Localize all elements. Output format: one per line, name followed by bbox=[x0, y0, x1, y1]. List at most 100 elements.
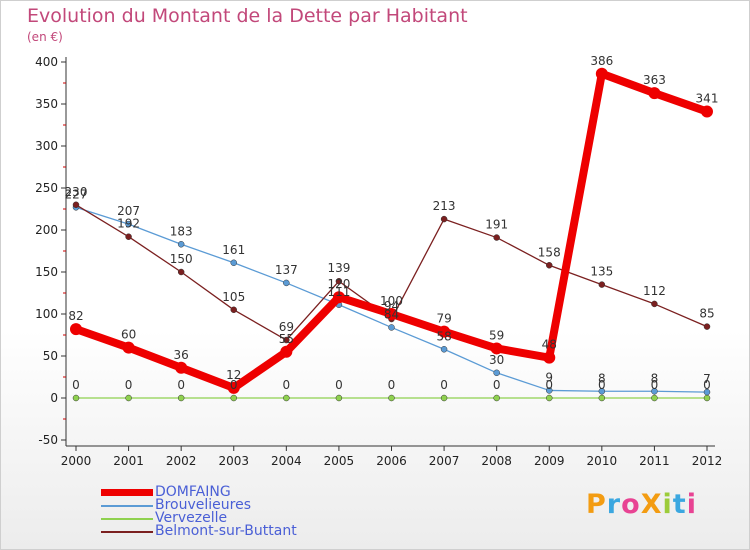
data-label: 55 bbox=[279, 332, 294, 346]
x-tick-label: 2010 bbox=[587, 454, 618, 468]
data-point bbox=[543, 351, 556, 364]
data-label: 0 bbox=[177, 378, 185, 392]
proxiti-logo: ProXiti bbox=[586, 489, 697, 520]
data-label: 0 bbox=[230, 378, 238, 392]
data-label: 0 bbox=[440, 378, 448, 392]
data-point bbox=[651, 394, 658, 402]
x-tick-label: 2011 bbox=[639, 454, 670, 468]
data-label: 82 bbox=[68, 309, 83, 323]
data-label: 0 bbox=[388, 378, 396, 392]
data-point bbox=[125, 394, 132, 402]
data-label: 139 bbox=[327, 261, 350, 275]
legend-swatch bbox=[101, 531, 153, 533]
x-tick-label: 2001 bbox=[113, 454, 144, 468]
data-point bbox=[332, 291, 345, 304]
data-label: 9 bbox=[545, 370, 553, 384]
x-tick-label: 2007 bbox=[429, 454, 460, 468]
data-point bbox=[72, 201, 80, 209]
data-point bbox=[227, 381, 240, 394]
data-point bbox=[70, 323, 82, 336]
x-tick-label: 2006 bbox=[376, 454, 407, 468]
data-point bbox=[125, 220, 132, 228]
logo-letter: r bbox=[606, 489, 622, 520]
data-label: 0 bbox=[493, 378, 501, 392]
data-point bbox=[388, 394, 395, 402]
data-label: 112 bbox=[643, 284, 666, 298]
data-point bbox=[546, 387, 553, 394]
data-label: 111 bbox=[327, 285, 350, 299]
data-point bbox=[598, 388, 606, 395]
data-point bbox=[493, 369, 500, 377]
data-label: 150 bbox=[170, 252, 193, 266]
data-label: 192 bbox=[117, 217, 140, 231]
data-point bbox=[598, 394, 606, 402]
x-tick-label: 2004 bbox=[271, 454, 302, 468]
chart-unit: (en €) bbox=[27, 30, 63, 44]
data-point bbox=[122, 341, 135, 354]
data-label: 84 bbox=[384, 307, 399, 321]
data-point bbox=[440, 215, 448, 223]
data-label: 135 bbox=[590, 265, 613, 279]
x-tick-label: 2005 bbox=[324, 454, 355, 468]
data-label: 85 bbox=[699, 307, 714, 321]
data-label: 191 bbox=[485, 218, 508, 232]
chart-title: Evolution du Montant de la Dette par Hab… bbox=[27, 5, 468, 27]
data-point bbox=[440, 346, 448, 353]
data-label: 230 bbox=[65, 185, 88, 199]
data-label: 213 bbox=[433, 199, 456, 213]
legend-label: Vervezelle bbox=[155, 510, 228, 526]
y-tick-label: 0 bbox=[50, 391, 58, 405]
data-point bbox=[175, 361, 188, 374]
data-point bbox=[490, 342, 503, 355]
data-label: 183 bbox=[170, 224, 193, 238]
data-point bbox=[125, 233, 132, 240]
data-point bbox=[651, 388, 658, 395]
data-point bbox=[335, 394, 343, 402]
data-point bbox=[230, 259, 237, 267]
y-tick-label: 300 bbox=[35, 139, 58, 153]
data-point bbox=[438, 325, 451, 338]
x-tick-label: 2009 bbox=[534, 454, 565, 468]
data-label: 30 bbox=[489, 353, 504, 367]
data-point bbox=[598, 281, 606, 288]
legend-label: Brouvelieures bbox=[155, 497, 252, 513]
data-point bbox=[283, 336, 290, 344]
data-label: 207 bbox=[117, 204, 140, 218]
data-point bbox=[703, 394, 711, 402]
y-tick-label: 150 bbox=[35, 265, 58, 279]
data-point bbox=[703, 388, 711, 396]
data-label: 0 bbox=[703, 378, 711, 392]
legend-label: Belmont-sur-Buttant bbox=[155, 523, 297, 539]
y-tick-label: 50 bbox=[43, 349, 58, 363]
logo-letter: t bbox=[672, 489, 687, 520]
y-tick-label: 350 bbox=[35, 97, 58, 111]
data-point bbox=[177, 241, 185, 248]
legend-label: DOMFAING bbox=[155, 484, 231, 500]
y-tick-label: 100 bbox=[35, 307, 58, 321]
data-label: 341 bbox=[696, 92, 719, 106]
data-label: 60 bbox=[121, 328, 136, 342]
data-label: 0 bbox=[283, 378, 291, 392]
data-label: 0 bbox=[545, 378, 553, 392]
data-point bbox=[493, 234, 500, 241]
logo-letter: o bbox=[621, 489, 641, 520]
data-label: 48 bbox=[542, 338, 557, 352]
y-tick-label: -50 bbox=[38, 433, 58, 447]
data-label: 8 bbox=[651, 371, 659, 385]
data-label: 0 bbox=[335, 378, 343, 392]
data-point bbox=[648, 87, 661, 100]
data-point bbox=[651, 300, 658, 308]
data-point bbox=[493, 394, 500, 402]
data-label: 0 bbox=[598, 378, 606, 392]
y-tick-label: 250 bbox=[35, 181, 58, 195]
legend-swatch bbox=[101, 505, 153, 507]
data-label: 227 bbox=[65, 187, 88, 201]
data-label: 386 bbox=[590, 54, 613, 68]
x-tick-label: 2012 bbox=[692, 454, 723, 468]
logo-letter: i bbox=[662, 489, 673, 520]
x-tick-label: 2003 bbox=[218, 454, 249, 468]
data-label: 0 bbox=[72, 378, 80, 392]
data-point bbox=[546, 394, 553, 402]
legend-swatch bbox=[101, 489, 153, 496]
data-label: 79 bbox=[436, 312, 451, 326]
